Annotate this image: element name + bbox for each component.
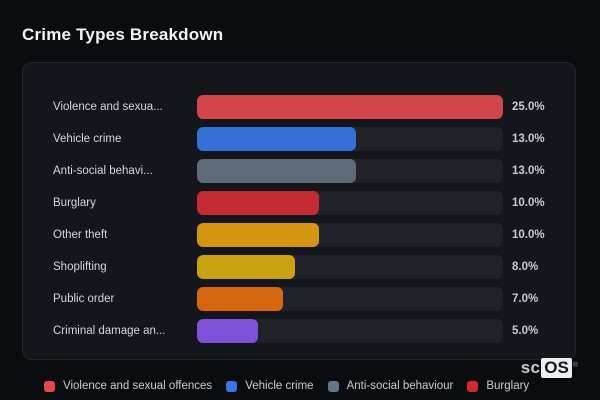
value-label: 8.0% bbox=[512, 261, 539, 273]
value-label: 25.0% bbox=[512, 101, 545, 113]
value-label: 10.0% bbox=[512, 229, 545, 241]
bar-track bbox=[197, 127, 503, 151]
category-label: Public order bbox=[53, 293, 115, 305]
bar[interactable] bbox=[197, 191, 320, 215]
bar-track bbox=[197, 223, 503, 247]
chart-row: Other theft 10.0% bbox=[53, 223, 575, 247]
category-label: Criminal damage an... bbox=[53, 325, 166, 337]
bar[interactable] bbox=[197, 95, 503, 119]
category-label: Vehicle crime bbox=[53, 133, 122, 145]
bar-track bbox=[197, 191, 503, 215]
chart-card: Violence and sexua... 25.0% Vehicle crim… bbox=[22, 62, 576, 360]
bar-track bbox=[197, 255, 503, 279]
scos-logo: sc OS ® bbox=[521, 358, 578, 378]
legend-label: Burglary bbox=[486, 380, 530, 392]
legend-label: Vehicle crime bbox=[245, 380, 314, 392]
legend-swatch-icon bbox=[327, 380, 339, 392]
chart-rows: Violence and sexua... 25.0% Vehicle crim… bbox=[53, 95, 575, 343]
category-label: Shoplifting bbox=[53, 261, 107, 273]
logo-boxed-text: OS bbox=[541, 358, 572, 378]
chart-row: Public order 7.0% bbox=[53, 287, 575, 311]
bar-track bbox=[197, 159, 503, 183]
bar[interactable] bbox=[197, 287, 283, 311]
logo-prefix: sc bbox=[520, 358, 541, 377]
category-label: Anti-social behavi... bbox=[53, 165, 153, 177]
chart-row: Violence and sexua... 25.0% bbox=[53, 95, 575, 119]
bar[interactable] bbox=[197, 255, 295, 279]
bar-track bbox=[197, 287, 503, 311]
page-title: Crime Types Breakdown bbox=[22, 25, 224, 44]
value-label: 7.0% bbox=[512, 293, 539, 305]
value-label: 10.0% bbox=[512, 197, 545, 209]
chart-legend: Violence and sexual offences Vehicle cri… bbox=[44, 380, 529, 392]
bar[interactable] bbox=[197, 223, 320, 247]
chart-row: Shoplifting 8.0% bbox=[53, 255, 575, 279]
value-label: 13.0% bbox=[512, 165, 545, 177]
legend-swatch-icon bbox=[467, 380, 479, 392]
chart-row: Anti-social behavi... 13.0% bbox=[53, 159, 575, 183]
bar[interactable] bbox=[197, 319, 259, 343]
bar-track bbox=[197, 319, 503, 343]
legend-label: Violence and sexual offences bbox=[63, 380, 213, 392]
registered-trademark-icon: ® bbox=[572, 362, 578, 369]
legend-item[interactable]: Vehicle crime bbox=[226, 380, 314, 392]
bar[interactable] bbox=[197, 159, 357, 183]
value-label: 13.0% bbox=[512, 133, 545, 145]
legend-label: Anti-social behaviour bbox=[346, 380, 454, 392]
chart-row: Criminal damage an... 5.0% bbox=[53, 319, 575, 343]
legend-swatch-icon bbox=[226, 380, 238, 392]
category-label: Burglary bbox=[53, 197, 96, 209]
legend-item[interactable]: Burglary bbox=[467, 380, 529, 392]
bar[interactable] bbox=[197, 127, 357, 151]
value-label: 5.0% bbox=[512, 325, 539, 337]
chart-row: Vehicle crime 13.0% bbox=[53, 127, 575, 151]
bar-track bbox=[197, 95, 503, 119]
category-label: Violence and sexua... bbox=[53, 101, 163, 113]
category-label: Other theft bbox=[53, 229, 108, 241]
legend-item[interactable]: Violence and sexual offences bbox=[44, 380, 212, 392]
legend-swatch-icon bbox=[44, 380, 55, 392]
legend-item[interactable]: Anti-social behaviour bbox=[327, 380, 454, 392]
chart-row: Burglary 10.0% bbox=[53, 191, 575, 215]
